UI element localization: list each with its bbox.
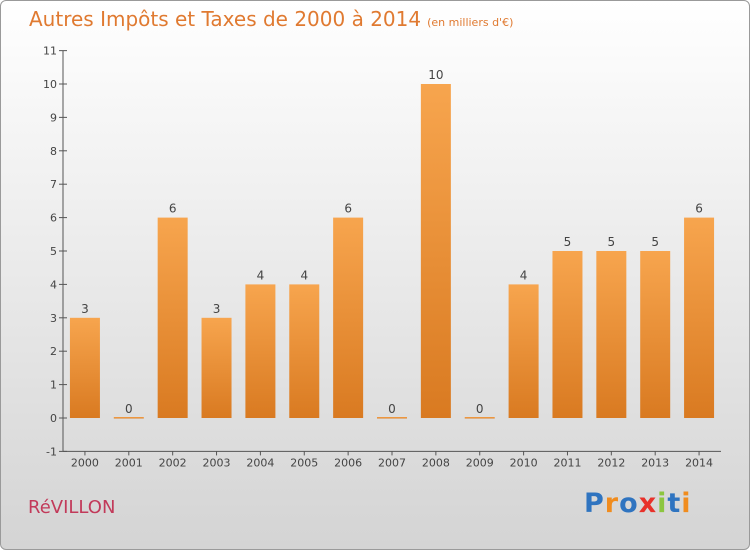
data-label: 4 [300,268,308,282]
logo-letter: i [681,488,692,519]
x-tick-label: 2002 [159,456,187,469]
bar [245,284,276,418]
y-tick-label: 6 [50,212,57,225]
data-label: 5 [651,235,659,249]
y-tick-label: 5 [50,245,57,258]
bar [377,417,407,419]
y-tick-label: 1 [50,379,57,392]
data-label: 0 [476,402,484,416]
y-tick-label: 10 [43,78,57,91]
x-tick-label: 2014 [685,456,713,469]
chart-title-text: Autres Impôts et Taxes de 2000 à 2014 [29,7,422,31]
y-tick-label: 4 [50,278,57,291]
x-tick-label: 2001 [115,456,143,469]
bar [69,317,100,418]
bar [333,217,364,418]
x-tick-label: 2012 [597,456,625,469]
data-label: 3 [81,302,89,316]
y-tick-label: 0 [50,412,57,425]
bar [508,284,539,418]
chart-unit: (en milliers d'€) [427,16,514,29]
bar [201,317,232,418]
x-tick-label: 2009 [466,456,494,469]
bar [552,251,583,418]
x-tick-label: 2000 [71,456,99,469]
data-label: 0 [125,402,133,416]
logo-letter: r [604,488,620,519]
x-tick-label: 2006 [334,456,362,469]
bar [113,417,144,419]
x-tick-label: 2007 [378,456,406,469]
x-tick-label: 2011 [553,456,581,469]
data-label: 5 [564,235,572,249]
y-tick-label: 8 [50,145,57,158]
logo-letter: P [584,488,605,519]
x-tick-label: 2005 [290,456,318,469]
logo-letter: o [619,488,639,519]
x-tick-label: 2008 [422,456,450,469]
y-tick-label: -1 [46,445,57,458]
chart-title: Autres Impôts et Taxes de 2000 à 2014 (en… [29,7,513,31]
data-label: 6 [344,202,352,216]
x-tick-label: 2013 [641,456,669,469]
bar [420,84,451,418]
x-tick-label: 2010 [510,456,538,469]
y-tick-label: 9 [50,111,57,124]
logo-letter: x [638,488,658,519]
logo-letter: t [667,488,682,519]
data-label: 3 [213,302,221,316]
y-tick-label: 3 [50,312,57,325]
y-tick-label: 11 [43,45,57,58]
data-label: 6 [169,202,177,216]
x-tick-label: 2003 [203,456,231,469]
bar [289,284,320,418]
commune-name: RéVILLON [28,497,116,518]
logo-letter: i [657,488,668,519]
data-label: 4 [520,268,528,282]
data-label: 5 [608,235,616,249]
data-label: 0 [388,402,396,416]
bar [596,251,627,418]
bar [464,417,495,419]
x-tick-label: 2004 [246,456,274,469]
bar [157,217,188,418]
y-tick-label: 2 [50,345,57,358]
bar [640,251,671,418]
bar [684,217,715,418]
proxiti-logo: Proxiti [584,488,692,519]
data-label: 4 [257,268,265,282]
y-tick-label: 7 [50,178,57,191]
data-label: 10 [428,68,443,82]
data-label: 6 [695,202,703,216]
